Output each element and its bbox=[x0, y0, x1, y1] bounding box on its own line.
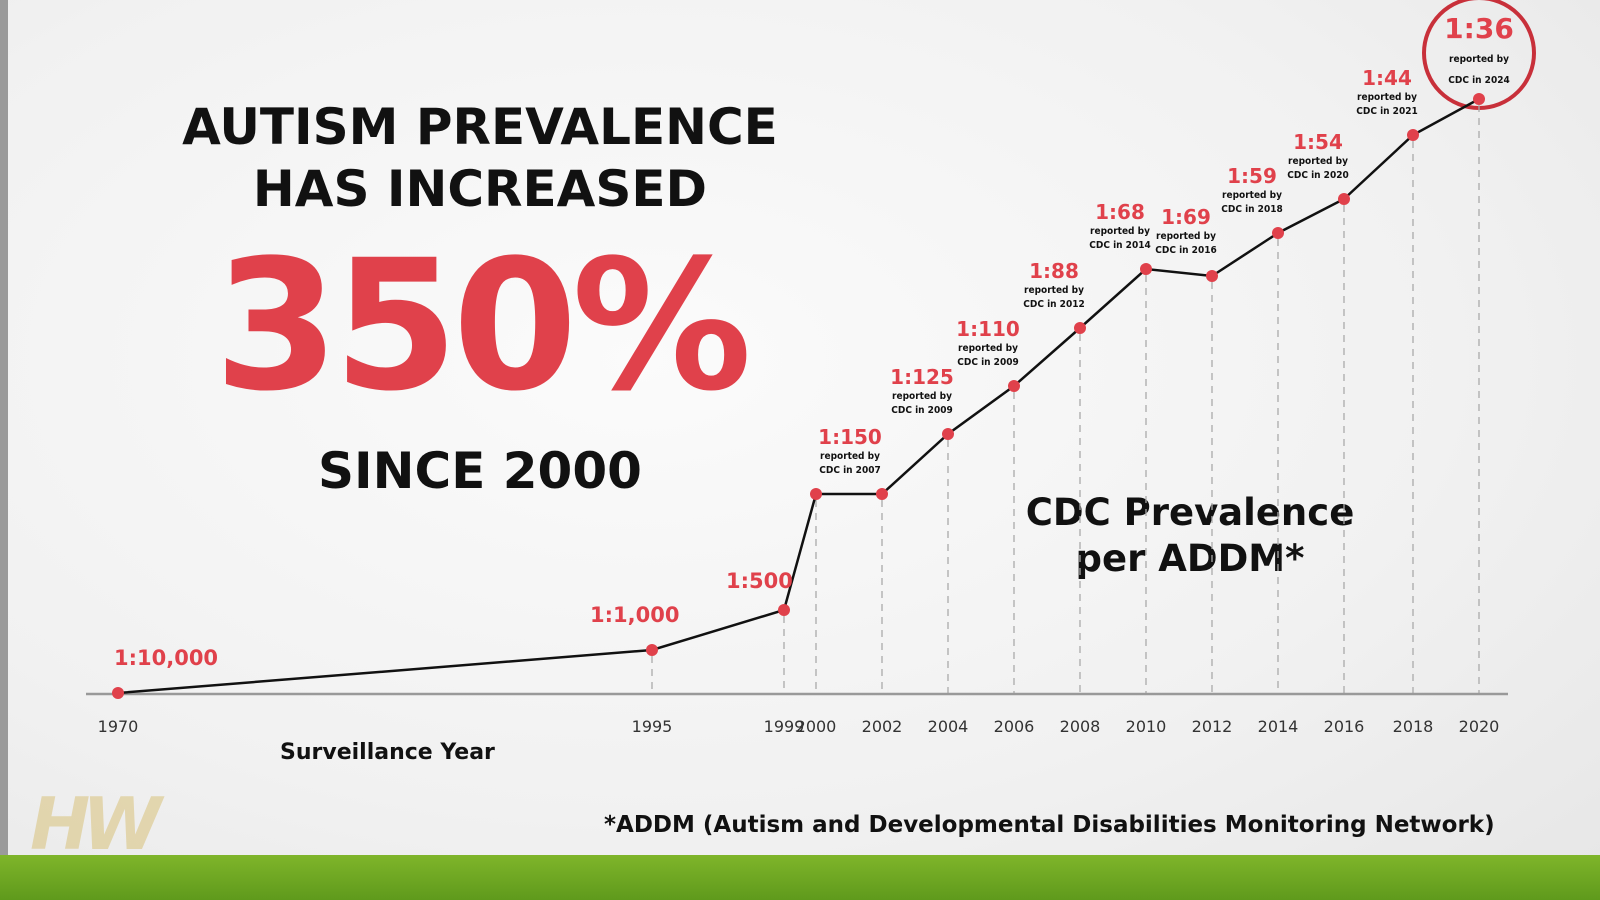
data-point bbox=[1140, 263, 1152, 275]
data-label-ratio: 1:500 bbox=[726, 569, 793, 593]
data-point bbox=[1473, 93, 1485, 105]
data-point bbox=[778, 604, 790, 616]
data-label-note: reported by bbox=[1024, 285, 1084, 296]
data-point bbox=[1272, 227, 1284, 239]
data-point bbox=[1206, 270, 1218, 282]
data-point bbox=[1008, 380, 1020, 392]
x-tick-label: 2006 bbox=[994, 717, 1035, 736]
data-label-note: CDC in 2007 bbox=[819, 465, 880, 476]
footnote: *ADDM (Autism and Developmental Disabili… bbox=[604, 812, 1495, 838]
data-point bbox=[942, 428, 954, 440]
data-label-ratio: 1:54 bbox=[1293, 130, 1343, 154]
percent-increase: 350% bbox=[213, 222, 752, 431]
data-label-ratio: 1:68 bbox=[1095, 200, 1145, 224]
data-label-note: reported by bbox=[1222, 190, 1282, 201]
data-label-note: reported by bbox=[820, 451, 880, 462]
data-label-note: CDC in 2009 bbox=[891, 405, 952, 416]
data-label-note: reported by bbox=[1090, 226, 1150, 237]
data-label-ratio: 1:88 bbox=[1029, 259, 1079, 283]
headline: AUTISM PREVALENCE HAS INCREASED bbox=[150, 96, 810, 220]
data-point bbox=[1407, 129, 1419, 141]
data-label-note: reported by bbox=[1156, 231, 1216, 242]
data-point bbox=[112, 687, 124, 699]
x-axis-label: Surveillance Year bbox=[280, 740, 495, 765]
footer-strip bbox=[0, 855, 1600, 900]
data-label-note: CDC in 2014 bbox=[1089, 240, 1150, 251]
left-edge bbox=[0, 0, 8, 900]
series-line bbox=[117, 97, 1480, 695]
since-text: SINCE 2000 bbox=[318, 442, 642, 500]
data-label-ratio: 1:44 bbox=[1362, 66, 1412, 90]
data-point bbox=[876, 488, 888, 500]
data-point bbox=[1338, 193, 1350, 205]
data-label-ratio: 1:125 bbox=[890, 365, 954, 389]
data-label-ratio: 1:36 bbox=[1444, 12, 1514, 45]
headline-line1: AUTISM PREVALENCE bbox=[182, 98, 778, 156]
x-tick-label: 2020 bbox=[1459, 717, 1500, 736]
data-label-note: CDC in 2020 bbox=[1287, 170, 1348, 181]
data-label-ratio: 1:150 bbox=[818, 425, 882, 449]
data-label-note: CDC in 2021 bbox=[1356, 106, 1417, 117]
x-tick-label: 2010 bbox=[1126, 717, 1167, 736]
data-point bbox=[1074, 322, 1086, 334]
data-label-note: CDC in 2018 bbox=[1221, 204, 1282, 215]
data-label-ratio: 1:110 bbox=[956, 317, 1020, 341]
x-tick-label: 1970 bbox=[98, 717, 139, 736]
x-tick-label: 2014 bbox=[1258, 717, 1299, 736]
x-tick-label: 2008 bbox=[1060, 717, 1101, 736]
x-tick-label: 2004 bbox=[928, 717, 969, 736]
data-label-ratio: 1:10,000 bbox=[114, 646, 218, 670]
data-label-note: reported by bbox=[892, 391, 952, 402]
x-tick-label: 1999 bbox=[764, 717, 805, 736]
chart-title: CDC Prevalence per ADDM* bbox=[1025, 491, 1355, 580]
x-tick-label: 2012 bbox=[1192, 717, 1233, 736]
x-tick-label: 2000 bbox=[796, 717, 837, 736]
data-label-ratio: 1:1,000 bbox=[590, 603, 679, 627]
x-tick-label: 2016 bbox=[1324, 717, 1365, 736]
x-tick-label: 2002 bbox=[862, 717, 903, 736]
data-label-note: CDC in 2016 bbox=[1155, 245, 1216, 256]
data-label-note: reported by bbox=[1449, 54, 1509, 65]
x-tick-label: 2018 bbox=[1393, 717, 1434, 736]
data-label-ratio: 1:59 bbox=[1227, 164, 1277, 188]
logo: HW bbox=[30, 782, 162, 866]
data-label-note: reported by bbox=[1357, 92, 1417, 103]
data-label-ratio: 1:69 bbox=[1161, 205, 1211, 229]
data-label-note: CDC in 2012 bbox=[1023, 299, 1084, 310]
data-label-note: reported by bbox=[1288, 156, 1348, 167]
data-point bbox=[810, 488, 822, 500]
data-label-note: CDC in 2024 bbox=[1448, 75, 1509, 86]
headline-line2: HAS INCREASED bbox=[252, 160, 708, 218]
data-label-note: CDC in 2009 bbox=[957, 357, 1018, 368]
data-label-note: reported by bbox=[958, 343, 1018, 354]
data-point bbox=[646, 644, 658, 656]
x-tick-label: 1995 bbox=[632, 717, 673, 736]
